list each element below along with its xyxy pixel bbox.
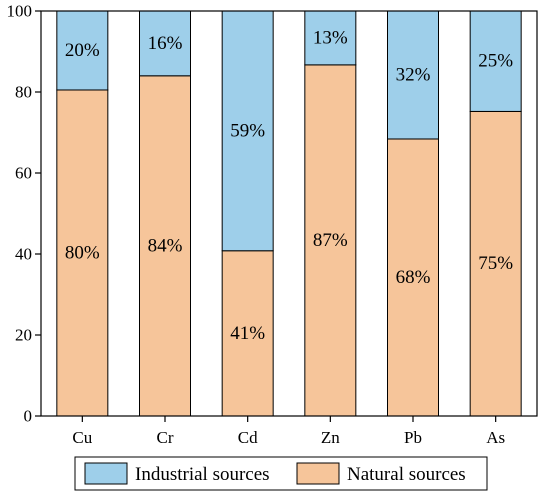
y-tick-label-40: 40	[15, 245, 32, 264]
legend-swatch-natural	[296, 462, 340, 485]
bar-label-as-industrial: 25%	[478, 51, 513, 72]
y-tick-label-100: 100	[7, 2, 33, 21]
legend-label-industrial: Industrial sources	[135, 464, 270, 485]
bar-cu-industrial	[56, 10, 109, 91]
bar-as-industrial	[469, 10, 522, 112]
x-tick-label-cu: Cu	[72, 428, 92, 447]
legend-label-natural: Natural sources	[347, 464, 466, 485]
bar-label-cd-natural: 41%	[230, 323, 265, 344]
y-tick-label-60: 60	[15, 164, 32, 183]
bar-labels-group: 80% 20% 84% 16% 41% 59% 87% 13% 68% 32% 75% 25%	[65, 27, 513, 343]
bar-label-zn-natural: 87%	[313, 230, 348, 251]
legend: Industrial sources Natural sources	[74, 456, 488, 491]
legend-swatch-industrial	[84, 462, 128, 485]
y-tick-label-0: 0	[24, 407, 33, 426]
bar-cd-industrial	[221, 10, 274, 252]
bar-cd-natural	[221, 250, 274, 417]
x-axis: Cu Cr Cd Zn Pb As	[72, 416, 505, 447]
bar-cr-industrial	[139, 10, 191, 77]
bar-label-pb-natural: 68%	[396, 267, 431, 288]
bar-as-natural	[469, 110, 522, 417]
bar-label-pb-industrial: 32%	[396, 64, 431, 85]
bars-group	[56, 10, 522, 417]
bar-label-as-natural: 75%	[478, 253, 513, 274]
bar-label-zn-industrial: 13%	[313, 27, 348, 48]
plot-frame	[40, 10, 538, 417]
bar-cu-natural	[56, 89, 109, 417]
y-tick-label-20: 20	[15, 326, 32, 345]
legend-box	[74, 456, 488, 491]
x-tick-label-zn: Zn	[321, 428, 340, 447]
x-tick-label-cr: Cr	[157, 428, 174, 447]
bar-label-cd-industrial: 59%	[230, 120, 265, 141]
bar-label-cr-industrial: 16%	[148, 33, 183, 54]
x-tick-label-as: As	[486, 428, 505, 447]
x-tick-label-pb: Pb	[404, 428, 422, 447]
y-tick-label-80: 80	[15, 83, 32, 102]
bar-label-cr-natural: 84%	[148, 235, 183, 256]
x-tick-label-cd: Cd	[238, 428, 258, 447]
bar-zn-industrial	[304, 10, 357, 66]
y-axis: 0 20 40 60 80 100	[7, 2, 41, 426]
bar-pb-industrial	[387, 10, 439, 140]
bar-label-cu-industrial: 20%	[65, 40, 100, 61]
bar-label-cu-natural: 80%	[65, 242, 100, 263]
